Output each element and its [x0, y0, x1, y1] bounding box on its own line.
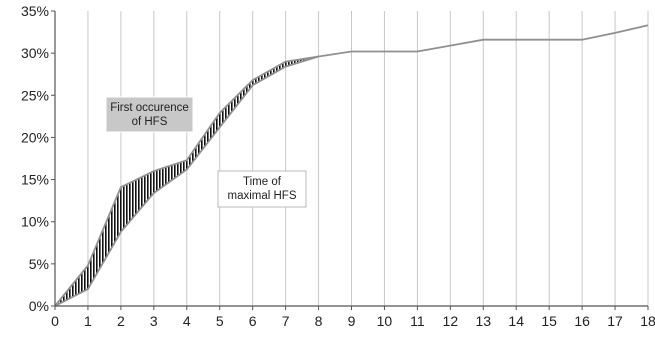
- hatched-band: [55, 56, 319, 306]
- x-tick-label: 5: [216, 313, 224, 329]
- annotation-box: [217, 170, 307, 208]
- y-tick-label: 15%: [21, 172, 49, 188]
- x-tick-label: 18: [640, 313, 655, 329]
- x-tick-label: 8: [315, 313, 323, 329]
- annotation-text: First occurence: [110, 102, 189, 114]
- y-tick-label: 35%: [21, 3, 49, 19]
- series-line-upper: [54, 24, 649, 307]
- y-tick-label: 20%: [21, 129, 49, 145]
- x-tick-label: 4: [183, 313, 191, 329]
- x-tick-label: 14: [508, 313, 524, 329]
- x-tick-label: 3: [150, 313, 158, 329]
- x-tick-label: 17: [607, 313, 623, 329]
- x-tick-label: 15: [541, 313, 557, 329]
- x-tick-label: 6: [249, 313, 257, 329]
- y-tick-label: 25%: [21, 87, 49, 103]
- x-tick-label: 0: [51, 313, 59, 329]
- x-tick-label: 10: [377, 313, 393, 329]
- x-tick-label: 2: [117, 313, 125, 329]
- y-tick-label: 10%: [21, 214, 49, 230]
- annotation-box: [105, 96, 194, 133]
- annotation-text: of HFS: [132, 116, 168, 128]
- x-tick-label: 11: [410, 313, 425, 329]
- series-line-lower: [54, 55, 319, 307]
- annotation-text: Time of: [243, 176, 282, 188]
- y-tick-label: 30%: [21, 45, 49, 61]
- x-tick-label: 7: [282, 313, 290, 329]
- x-tick-label: 12: [443, 313, 459, 329]
- y-tick-label: 0%: [29, 298, 49, 314]
- x-tick-label: 9: [348, 313, 356, 329]
- annotation-text: maximal HFS: [227, 190, 296, 202]
- x-tick-label: 16: [574, 313, 590, 329]
- y-tick-label: 5%: [29, 256, 49, 272]
- x-tick-label: 1: [84, 313, 92, 329]
- x-tick-label: 13: [475, 313, 491, 329]
